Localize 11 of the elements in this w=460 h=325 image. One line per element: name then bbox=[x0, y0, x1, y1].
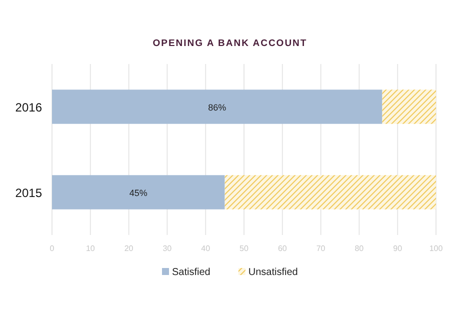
data-label: 45% bbox=[129, 188, 148, 198]
chart-title: OPENING A BANK ACCOUNT bbox=[152, 38, 308, 49]
legend-label: Satisfied bbox=[172, 267, 210, 278]
legend-label: Unsatisfied bbox=[248, 267, 298, 278]
y-tick-label: 2016 bbox=[15, 100, 42, 114]
bar bbox=[224, 175, 436, 210]
bar bbox=[52, 175, 225, 210]
bar bbox=[52, 90, 382, 124]
bar bbox=[382, 90, 436, 124]
data-label: 86% bbox=[208, 102, 226, 112]
y-tick-label: 2015 bbox=[15, 186, 42, 200]
